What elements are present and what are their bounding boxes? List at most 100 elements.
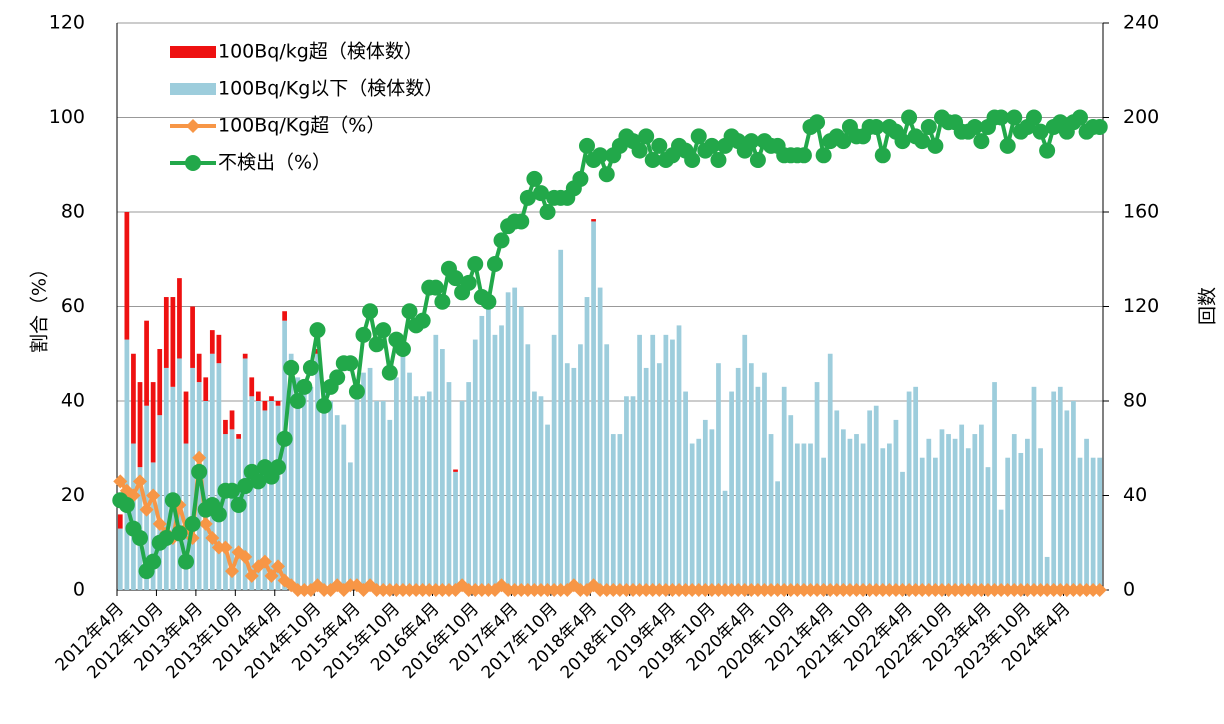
y2-tick-label: 120 xyxy=(1123,295,1159,317)
bar xyxy=(255,391,261,401)
bar xyxy=(275,401,281,406)
point xyxy=(519,189,536,206)
bar xyxy=(446,382,452,590)
bar xyxy=(716,363,721,590)
bar xyxy=(709,429,715,590)
bar xyxy=(380,401,386,590)
bar xyxy=(209,330,215,354)
bar xyxy=(775,481,780,590)
bar xyxy=(985,467,991,590)
point xyxy=(145,553,162,570)
point xyxy=(191,463,208,480)
point xyxy=(309,322,326,339)
point xyxy=(1039,142,1056,159)
bar xyxy=(361,372,366,590)
y-axis-title: 割合（%） xyxy=(29,259,51,353)
bar xyxy=(157,415,163,590)
point xyxy=(578,137,595,154)
point xyxy=(184,515,201,532)
point xyxy=(225,564,240,579)
bar xyxy=(1011,434,1017,590)
bar xyxy=(466,382,472,590)
point xyxy=(1092,583,1107,597)
point xyxy=(894,133,911,150)
point xyxy=(513,213,530,230)
point xyxy=(1006,109,1023,126)
bar xyxy=(387,419,393,590)
point xyxy=(224,482,241,499)
legend-label: 100Bq/kg超（検体数） xyxy=(218,41,423,63)
bar xyxy=(532,391,537,590)
point xyxy=(118,496,135,513)
point xyxy=(966,118,983,135)
legend-swatch xyxy=(170,46,216,58)
point xyxy=(460,274,477,291)
bar xyxy=(965,448,971,590)
bar xyxy=(170,386,176,590)
bar xyxy=(1057,386,1063,590)
bar xyxy=(1090,457,1096,590)
bar xyxy=(591,221,596,590)
point xyxy=(237,478,254,495)
bar xyxy=(479,315,485,590)
point xyxy=(1032,123,1049,140)
point xyxy=(381,364,398,381)
bar xyxy=(755,386,761,590)
bar xyxy=(1084,438,1089,590)
bar xyxy=(1071,401,1076,590)
bar xyxy=(183,391,189,444)
point xyxy=(205,531,220,546)
point xyxy=(684,152,701,169)
bar xyxy=(492,334,498,590)
bar xyxy=(374,401,380,590)
bar xyxy=(117,514,123,529)
bar xyxy=(735,367,741,590)
point xyxy=(743,133,760,150)
bar xyxy=(426,391,432,590)
point xyxy=(526,170,543,187)
y2-tick-label: 40 xyxy=(1123,484,1147,506)
legend-item: 100Bq/Kg以下（検体数） xyxy=(170,78,443,100)
legend-label: 100Bq/Kg以下（検体数） xyxy=(218,78,443,100)
bar xyxy=(407,372,412,590)
bar xyxy=(788,415,794,590)
point xyxy=(651,137,668,154)
point xyxy=(920,118,937,135)
bar xyxy=(630,396,636,590)
bar xyxy=(1044,556,1050,590)
bar xyxy=(814,382,820,590)
bar xyxy=(597,287,603,590)
bar xyxy=(262,401,268,411)
point xyxy=(171,525,188,542)
bar xyxy=(781,386,787,590)
y-tick-label: 100 xyxy=(49,106,85,128)
y-tick-label: 60 xyxy=(61,295,85,317)
point xyxy=(1091,118,1108,135)
bar xyxy=(959,424,965,590)
bar xyxy=(150,382,156,463)
bar xyxy=(269,396,274,401)
bar xyxy=(229,410,235,430)
point xyxy=(375,322,392,339)
bar xyxy=(656,363,662,590)
bar xyxy=(223,419,228,435)
bar xyxy=(762,372,767,590)
bar xyxy=(282,320,287,590)
bar xyxy=(939,429,945,590)
bar xyxy=(505,292,511,590)
point xyxy=(355,326,372,343)
bar xyxy=(946,434,951,590)
bar xyxy=(453,471,458,590)
bar xyxy=(913,386,919,590)
bar xyxy=(288,353,294,590)
point xyxy=(238,549,253,564)
point xyxy=(146,488,161,503)
legend-marker xyxy=(185,155,201,171)
bar xyxy=(229,429,235,590)
point xyxy=(874,147,891,164)
y2-tick-label: 80 xyxy=(1123,390,1147,412)
point xyxy=(113,474,128,489)
bar xyxy=(722,490,728,590)
bar xyxy=(952,438,958,590)
